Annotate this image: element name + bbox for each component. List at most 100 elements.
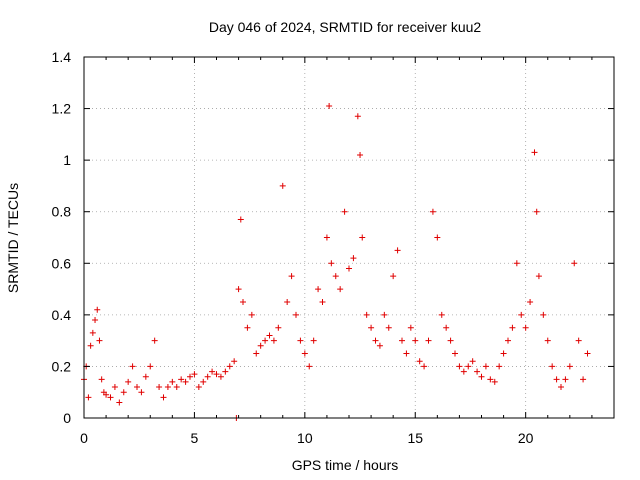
data-point <box>111 384 118 391</box>
data-point <box>279 182 286 189</box>
data-point <box>407 324 414 331</box>
data-point <box>231 358 238 365</box>
y-tick-label: 1 <box>63 152 71 168</box>
y-tick-label: 0 <box>63 410 71 426</box>
data-point <box>575 337 582 344</box>
data-point <box>571 260 578 267</box>
data-point <box>474 368 481 375</box>
data-point <box>460 368 467 375</box>
data-point <box>482 363 489 370</box>
data-point <box>533 208 540 215</box>
data-point <box>209 368 216 375</box>
data-point <box>368 324 375 331</box>
y-tick-label: 0.8 <box>52 204 72 220</box>
data-point <box>399 337 405 344</box>
data-point <box>403 350 410 357</box>
x-tick-label: 10 <box>297 430 313 446</box>
data-point <box>103 391 110 398</box>
data-point <box>275 324 282 331</box>
data-point <box>89 329 96 336</box>
data-point <box>222 368 229 375</box>
data-point <box>447 337 454 344</box>
data-point <box>134 384 140 391</box>
data-point <box>469 358 476 365</box>
data-point <box>266 332 273 339</box>
data-point <box>257 342 264 349</box>
data-point <box>235 286 242 293</box>
x-axis-label: GPS time / hours <box>292 457 399 473</box>
grid-lines <box>84 57 614 418</box>
data-point <box>496 363 503 370</box>
data-point <box>182 378 189 385</box>
data-point <box>87 342 94 349</box>
data-point <box>195 384 202 391</box>
data-point <box>412 337 419 344</box>
data-point <box>301 350 308 357</box>
x-tick-label: 0 <box>80 430 88 446</box>
data-point <box>326 102 333 109</box>
data-point <box>191 371 198 378</box>
data-point <box>438 311 445 318</box>
data-point <box>372 337 379 344</box>
data-point <box>381 311 388 318</box>
data-point <box>204 373 211 380</box>
data-point <box>456 363 463 370</box>
data-point <box>359 234 366 241</box>
data-point <box>478 373 485 380</box>
data-point <box>535 273 542 280</box>
data-point <box>116 399 123 406</box>
data-point <box>164 384 171 391</box>
data-point <box>434 234 441 241</box>
x-tick-label: 5 <box>191 430 199 446</box>
data-point <box>107 394 114 401</box>
data-point <box>390 273 397 280</box>
data-point <box>531 149 538 156</box>
data-point <box>138 389 145 396</box>
data-point <box>306 363 313 370</box>
y-axis-label: SRMTID / TECUs <box>5 183 21 293</box>
y-tick-label: 1.4 <box>52 49 72 65</box>
data-point <box>553 376 560 383</box>
data-point <box>544 337 551 344</box>
data-point <box>217 373 224 380</box>
data-point <box>262 337 269 344</box>
data-point <box>160 394 167 401</box>
data-point <box>96 337 103 344</box>
data-point <box>465 363 472 370</box>
data-point <box>491 378 498 385</box>
data-point <box>513 260 520 267</box>
data-point <box>354 113 361 120</box>
data-point <box>509 324 516 331</box>
data-point <box>323 234 330 241</box>
data-point <box>98 376 105 383</box>
y-tick-label: 1.2 <box>52 101 72 117</box>
data-point <box>270 337 277 344</box>
data-point <box>151 337 158 344</box>
axis-ticks: 0 5 10 15 20 0 0.2 0.4 0.6 0.8 1 1.2 1.4 <box>52 49 614 446</box>
data-point <box>129 363 136 370</box>
data-point <box>248 311 255 318</box>
data-point <box>337 286 344 293</box>
data-point <box>319 298 326 305</box>
data-point <box>178 376 185 383</box>
y-tick-label: 0.2 <box>52 358 72 374</box>
data-point <box>156 384 163 391</box>
data-point <box>376 342 383 349</box>
data-point <box>363 311 370 318</box>
x-tick-label: 20 <box>518 430 534 446</box>
data-point <box>580 376 587 383</box>
y-tick-label: 0.4 <box>52 307 72 323</box>
data-point <box>332 273 339 280</box>
data-point <box>341 208 348 215</box>
data-point <box>429 208 436 215</box>
data-point <box>244 324 251 331</box>
data-point <box>120 389 127 396</box>
data-point <box>518 311 525 318</box>
data-point <box>297 337 304 344</box>
data-point <box>328 260 335 267</box>
data-point <box>310 337 317 344</box>
data-point <box>527 298 534 305</box>
data-point <box>452 350 458 357</box>
data-point <box>487 376 494 383</box>
data-point <box>421 363 428 370</box>
